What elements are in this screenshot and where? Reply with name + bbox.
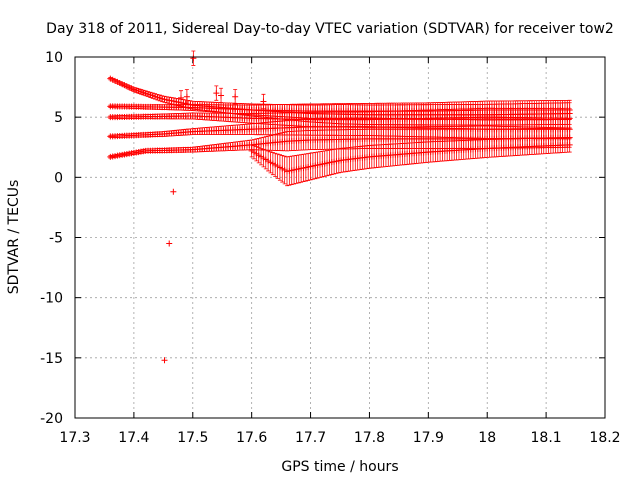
outlier-error-bar — [191, 50, 196, 66]
x-axis-label: GPS time / hours — [281, 459, 398, 475]
x-tick-label: 17.6 — [236, 430, 267, 446]
outlier-error-bar — [214, 85, 219, 101]
outlier-point — [166, 240, 173, 247]
outlier-error-bar — [261, 93, 266, 110]
outlier-error-bar — [219, 87, 224, 104]
outlier-error-bar — [179, 90, 183, 106]
series-track-6 — [248, 137, 573, 187]
x-tick-label: 18 — [478, 430, 496, 446]
chart-title: Day 318 of 2011, Sidereal Day-to-day VTE… — [46, 21, 614, 37]
y-tick-label: -5 — [49, 231, 63, 247]
y-axis-label: SDTVAR / TECUs — [6, 180, 22, 295]
y-tick-label: -20 — [40, 411, 63, 427]
plot-frame — [74, 56, 606, 419]
plot-data — [107, 75, 573, 187]
tick-labels: 17.3 17.4 17.5 17.6 17.7 17.8 17.9 18 18.1 18.2 -2… — [40, 50, 620, 446]
outlier-points — [161, 50, 267, 364]
y-tick-label: -15 — [40, 351, 63, 367]
y-tick-label: -10 — [40, 291, 63, 307]
outlier-point — [161, 357, 168, 364]
x-tick-label: 17.3 — [59, 430, 90, 446]
x-tick-label: 18.1 — [531, 430, 562, 446]
data-point — [566, 141, 573, 148]
x-tick-label: 17.5 — [177, 430, 208, 446]
x-tick-label: 17.9 — [413, 430, 444, 446]
outlier-error-bar — [184, 89, 189, 105]
y-tick-label: 0 — [54, 170, 63, 186]
y-tick-label: 10 — [45, 50, 63, 66]
x-tick-label: 17.7 — [295, 430, 326, 446]
x-tick-label: 17.8 — [354, 430, 385, 446]
outlier-point — [170, 188, 177, 195]
outlier-error-bar — [233, 89, 238, 105]
y-tick-label: 5 — [54, 110, 63, 126]
x-tick-label: 18.2 — [589, 430, 620, 446]
x-tick-label: 17.4 — [118, 430, 149, 446]
